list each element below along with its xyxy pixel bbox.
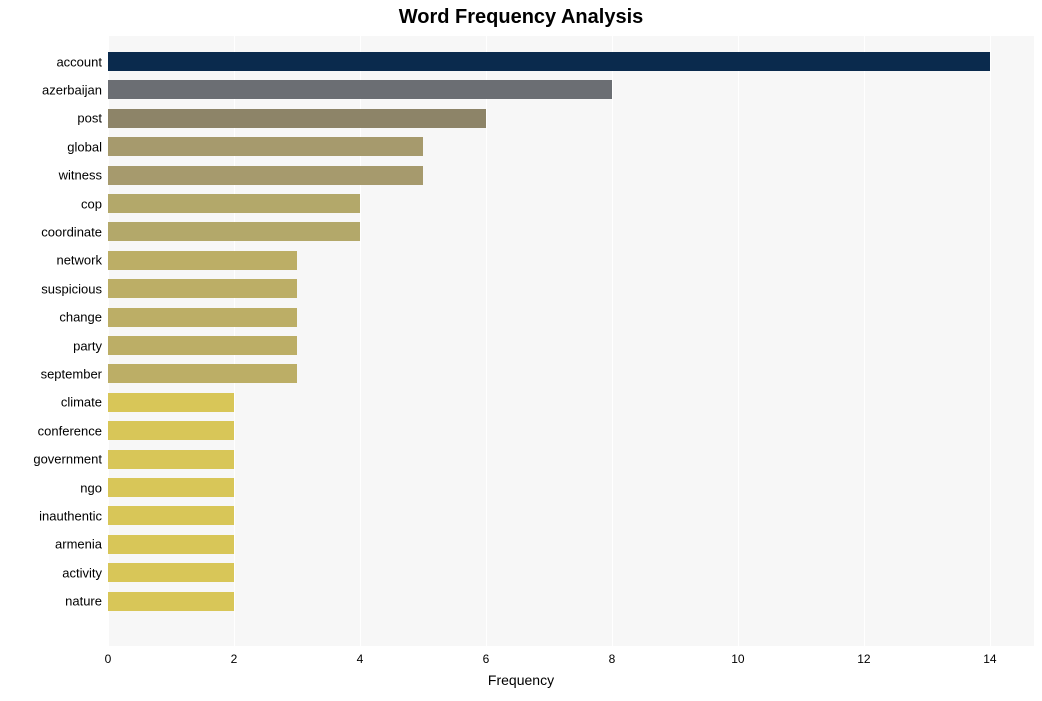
bar (108, 563, 234, 582)
bar (108, 80, 612, 99)
bar (108, 166, 423, 185)
gridline (738, 36, 739, 646)
bar (108, 52, 990, 71)
y-tick-label: network (56, 253, 108, 268)
y-tick-label: conference (38, 423, 108, 438)
bar (108, 421, 234, 440)
y-tick-label: september (41, 366, 108, 381)
bar (108, 592, 234, 611)
bar (108, 393, 234, 412)
bar (108, 450, 234, 469)
y-tick-label: government (33, 452, 108, 467)
y-tick-label: inauthentic (39, 508, 108, 523)
gridline (990, 36, 991, 646)
plot-area: accountazerbaijanpostglobalwitnesscopcoo… (108, 36, 1034, 646)
gridline (864, 36, 865, 646)
bar (108, 279, 297, 298)
y-tick-label: global (67, 139, 108, 154)
bar (108, 137, 423, 156)
y-tick-label: change (59, 310, 108, 325)
y-tick-label: party (73, 338, 108, 353)
y-tick-label: suspicious (41, 281, 108, 296)
bar (108, 535, 234, 554)
bar (108, 364, 297, 383)
gridline (612, 36, 613, 646)
x-tick-label: 6 (483, 646, 490, 666)
x-tick-label: 8 (609, 646, 616, 666)
bar (108, 506, 234, 525)
x-axis-label: Frequency (0, 672, 1042, 688)
bar (108, 308, 297, 327)
y-tick-label: nature (65, 594, 108, 609)
x-tick-label: 2 (231, 646, 238, 666)
chart-title: Word Frequency Analysis (0, 6, 1042, 29)
x-tick-label: 14 (983, 646, 996, 666)
y-tick-label: azerbaijan (42, 82, 108, 97)
bar (108, 222, 360, 241)
x-tick-label: 0 (105, 646, 112, 666)
bar (108, 194, 360, 213)
gridline (486, 36, 487, 646)
bar (108, 336, 297, 355)
y-tick-label: armenia (55, 537, 108, 552)
y-tick-label: cop (81, 196, 108, 211)
y-tick-label: climate (61, 395, 108, 410)
y-tick-label: activity (62, 565, 108, 580)
bar (108, 109, 486, 128)
y-tick-label: coordinate (41, 224, 108, 239)
x-tick-label: 4 (357, 646, 364, 666)
y-tick-label: witness (59, 168, 108, 183)
word-frequency-chart: Word Frequency Analysis accountazerbaija… (0, 0, 1042, 701)
x-tick-label: 12 (857, 646, 870, 666)
y-tick-label: ngo (80, 480, 108, 495)
y-tick-label: account (56, 54, 108, 69)
bar (108, 251, 297, 270)
y-tick-label: post (77, 111, 108, 126)
bar (108, 478, 234, 497)
x-tick-label: 10 (731, 646, 744, 666)
